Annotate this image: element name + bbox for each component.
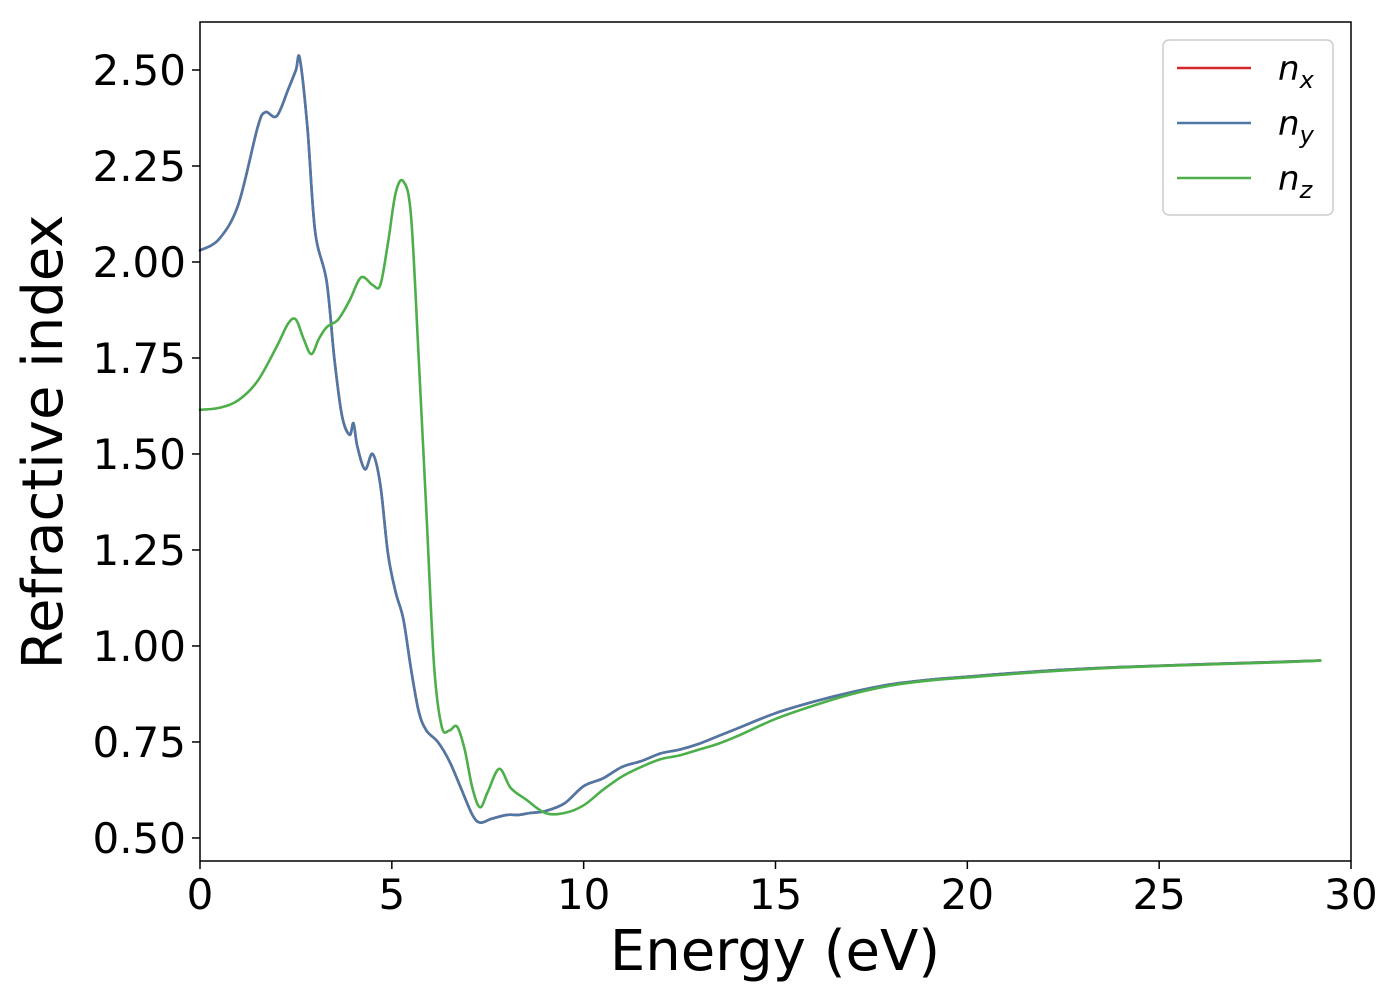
x-tick-label: 15 <box>749 870 802 919</box>
x-tick-label: 25 <box>1132 870 1185 919</box>
legend-entry-ny: ny <box>1278 104 1315 149</box>
x-axis-title: Energy (eV) <box>610 919 940 984</box>
y-tick-label: 0.50 <box>92 814 186 863</box>
y-tick-label: 1.00 <box>92 622 186 671</box>
y-tick-label: 1.50 <box>92 430 186 479</box>
x-tick-label: 10 <box>557 870 610 919</box>
series-line-nz <box>198 178 1322 816</box>
x-axis-ticks: 0 5 10 15 20 25 30 <box>187 861 1378 919</box>
legend-label-subscript: y <box>1299 121 1315 149</box>
legend-label-name: n <box>1278 49 1300 89</box>
y-tick-label: 2.00 <box>92 238 186 287</box>
legend-label-name: n <box>1278 104 1300 144</box>
y-tick-label: 2.50 <box>92 46 186 95</box>
series-line-ny <box>198 54 1322 824</box>
x-tick-label: 5 <box>378 870 405 919</box>
x-tick-label: 30 <box>1324 870 1377 919</box>
y-tick-label: 0.75 <box>92 718 186 767</box>
y-axis-ticks: 0.50 0.75 1.00 1.25 1.50 1.75 2.00 2.25 2.50 <box>92 46 200 863</box>
y-tick-label: 1.25 <box>92 526 186 575</box>
y-axis-title: Refractive index <box>11 215 76 670</box>
legend-entry-nx: nx <box>1278 49 1315 94</box>
x-tick-label: 0 <box>187 870 214 919</box>
y-tick-label: 1.75 <box>92 334 186 383</box>
legend-label-name: n <box>1278 159 1300 199</box>
y-tick-label: 2.25 <box>92 142 186 191</box>
legend-label-subscript: x <box>1299 66 1315 94</box>
legend-label-subscript: z <box>1299 176 1314 204</box>
x-tick-label: 20 <box>941 870 994 919</box>
legend-entry-nz: nz <box>1278 159 1314 204</box>
series-layer <box>198 54 1322 824</box>
legend-box <box>1162 39 1334 216</box>
